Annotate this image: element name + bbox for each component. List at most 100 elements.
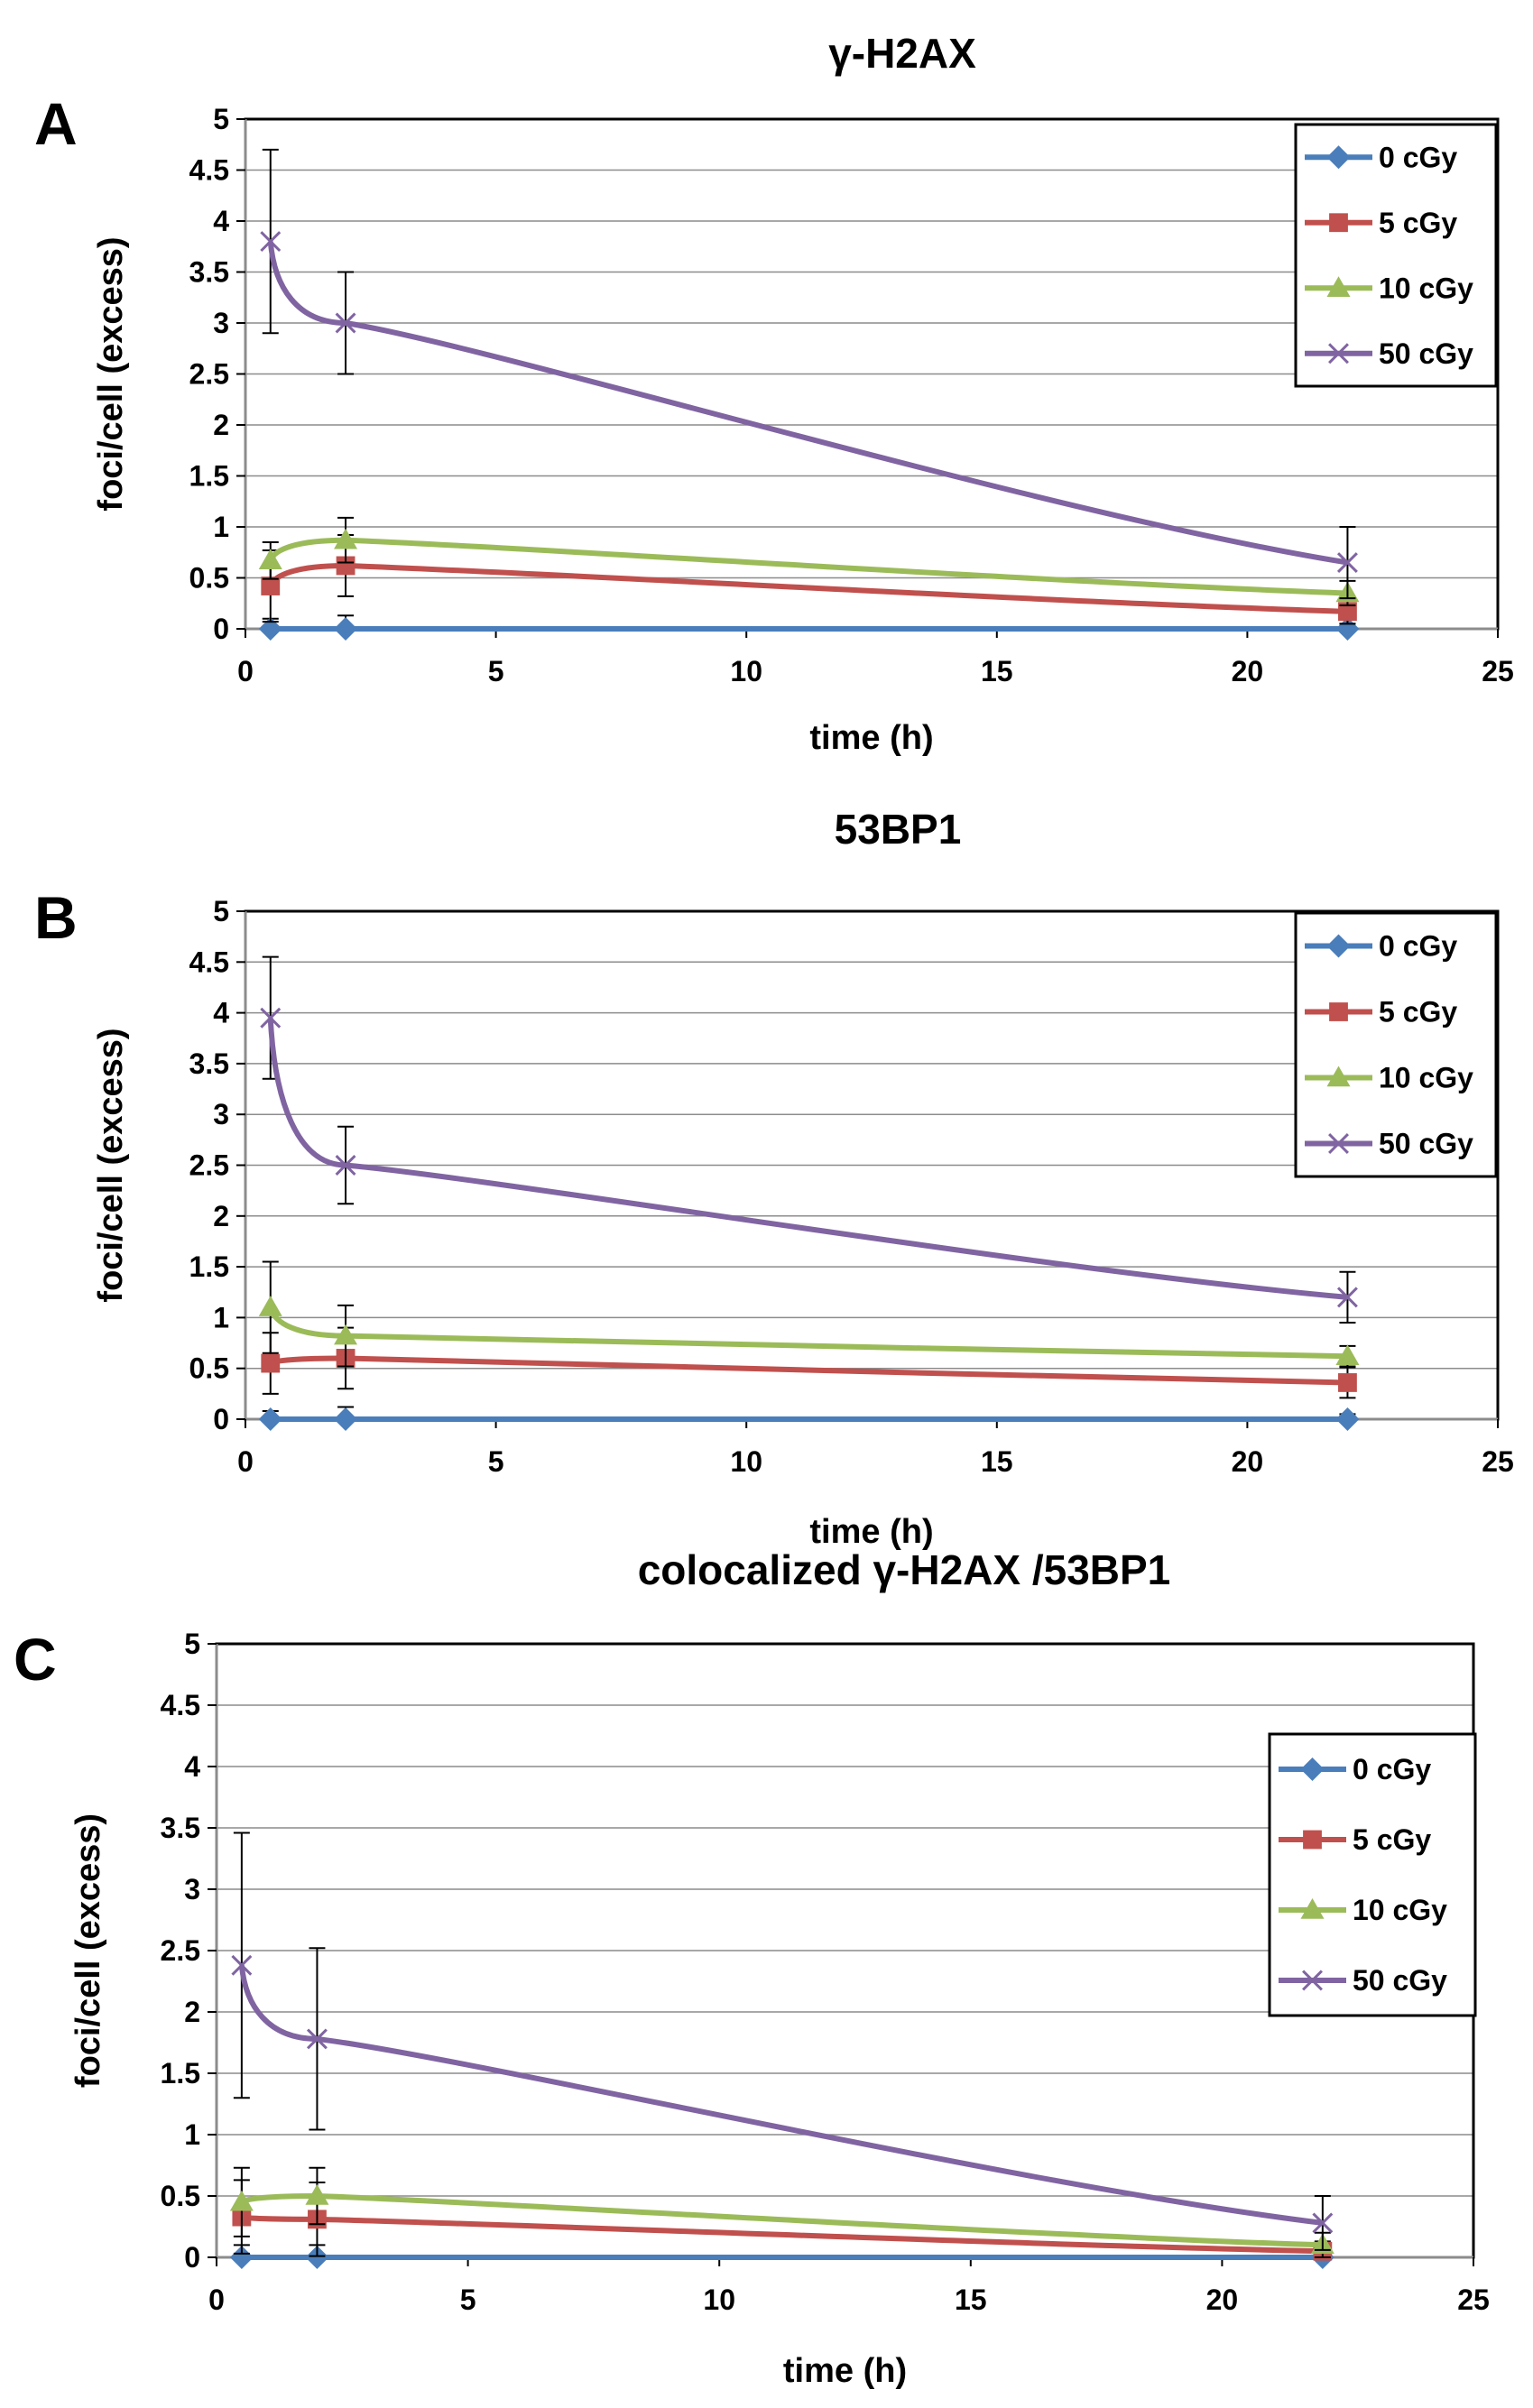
y-tick-label: 2.5	[189, 358, 229, 391]
legend-marker	[1303, 1830, 1322, 1850]
legend-marker	[1329, 213, 1348, 233]
x-tick-label: 15	[955, 2283, 987, 2316]
legend: 0 cGy 5 cGy 10 cGy 50 cGy	[1268, 1732, 1477, 2017]
y-tick-label: 4	[213, 205, 229, 237]
data-point	[334, 1407, 358, 1431]
data-point	[260, 231, 282, 253]
data-point	[1335, 1344, 1360, 1365]
x-tick-label: 10	[730, 1445, 762, 1478]
legend-marker	[1302, 1970, 1323, 1991]
x-tick-label: 10	[730, 655, 762, 687]
y-tick-label: 4.5	[189, 154, 229, 187]
series-10-cgy	[258, 1260, 1360, 1368]
x-tick-label: 0	[237, 1445, 254, 1478]
panel-label: B	[34, 884, 78, 951]
y-tick-label: 2.5	[161, 1934, 200, 1967]
series-line	[267, 562, 1348, 614]
x-tick-label: 5	[488, 655, 504, 687]
y-tick-label: 2	[184, 1996, 200, 2028]
data-point	[1335, 1407, 1360, 1431]
panel-label: C	[14, 1626, 57, 1693]
data-point	[305, 2184, 329, 2205]
y-tick-label: 0.5	[189, 562, 229, 595]
series-line	[240, 2214, 1323, 2255]
y-tick-label: 3.5	[161, 1812, 200, 1844]
data-point	[306, 2028, 328, 2050]
legend-label: 10 cGy	[1379, 1062, 1473, 1094]
y-tick-label: 1	[213, 1301, 229, 1333]
y-tick-label: 2	[213, 409, 229, 441]
series-10-cgy	[258, 516, 1360, 607]
legend-label: 10 cGy	[1353, 1894, 1447, 1926]
y-tick-label: 4	[213, 997, 229, 1029]
data-point	[334, 617, 358, 641]
x-axis-title: time (h)	[783, 2352, 907, 2390]
y-tick-label: 1	[213, 511, 229, 543]
series-10-cgy	[229, 2166, 1334, 2258]
x-tick-label: 0	[208, 2283, 225, 2316]
data-point	[260, 1007, 282, 1029]
series-line	[267, 1306, 1348, 1360]
data-point	[231, 1954, 253, 1976]
legend-label: 0 cGy	[1379, 930, 1457, 963]
data-point	[305, 2246, 329, 2269]
legend-label: 50 cGy	[1379, 337, 1473, 370]
series-line	[267, 241, 1348, 566]
y-tick-label: 0	[213, 1403, 229, 1435]
legend-marker	[1300, 1758, 1325, 1781]
gridlines	[245, 910, 1498, 1370]
legend-label: 0 cGy	[1353, 1753, 1431, 1785]
series-0-cgy	[258, 614, 1360, 641]
series-line	[239, 2193, 1323, 2248]
legend: 0 cGy 5 cGy 10 cGy 50 cGy	[1294, 911, 1498, 1178]
chart-panel-b: 0 5 10 15 20 25 0 0.5 1 1.5 2 2.5 3 3.5 4 4.5 5 53BP1 Btim…	[34, 806, 1514, 1551]
y-tick-label: 0.5	[161, 2180, 200, 2212]
y-tick-label: 4	[184, 1750, 200, 1783]
x-tick-label: 0	[237, 655, 254, 687]
data-point	[336, 556, 356, 576]
x-tick-label: 5	[488, 1445, 504, 1478]
legend-box	[1268, 1732, 1477, 2017]
legend-box	[1294, 911, 1498, 1178]
series-5-cgy	[261, 534, 1357, 625]
y-tick-label: 2.5	[189, 1149, 229, 1182]
legend-label: 5 cGy	[1379, 207, 1457, 239]
x-tick-label: 5	[460, 2283, 476, 2316]
series-5-cgy	[261, 1326, 1357, 1399]
data-point	[1338, 1373, 1357, 1392]
y-tick-label: 5	[213, 895, 229, 927]
legend-marker	[1326, 1066, 1351, 1087]
data-point	[334, 1324, 358, 1345]
series-0-cgy	[258, 1406, 1360, 1431]
y-tick-label: 0.5	[189, 1352, 229, 1385]
x-tick-label: 20	[1206, 2283, 1239, 2316]
data-point	[334, 528, 358, 549]
x-axis-title: time (h)	[809, 719, 933, 757]
y-tick-label: 3.5	[189, 256, 229, 289]
data-point	[335, 312, 356, 334]
data-point	[258, 549, 282, 570]
data-point	[229, 2190, 254, 2211]
x-tick-label: 20	[1232, 655, 1264, 687]
y-tick-label: 1.5	[161, 2057, 200, 2090]
x-tick-label: 25	[1482, 655, 1514, 687]
series-line	[238, 1965, 1324, 2226]
x-tick-label: 25	[1457, 2283, 1490, 2316]
data-point	[258, 617, 282, 641]
chart-title: colocalized γ-H2AX /53BP1	[638, 1546, 1171, 1593]
y-tick-label: 1	[184, 2118, 200, 2151]
y-tick-label: 4.5	[161, 1689, 200, 1721]
series-line	[267, 537, 1348, 596]
data-point	[1338, 602, 1357, 622]
legend-marker	[1328, 1133, 1349, 1154]
y-tick-label: 3	[213, 1098, 229, 1130]
chart-title: γ-H2AX	[828, 30, 976, 77]
legend-marker	[1300, 1898, 1325, 1919]
series-0-cgy	[229, 2244, 1334, 2269]
chart-title: 53BP1	[835, 806, 962, 853]
y-tick-label: 3	[213, 307, 229, 339]
series-50-cgy	[231, 1831, 1334, 2251]
legend-label: 5 cGy	[1353, 1823, 1431, 1856]
data-point	[1336, 1287, 1358, 1308]
